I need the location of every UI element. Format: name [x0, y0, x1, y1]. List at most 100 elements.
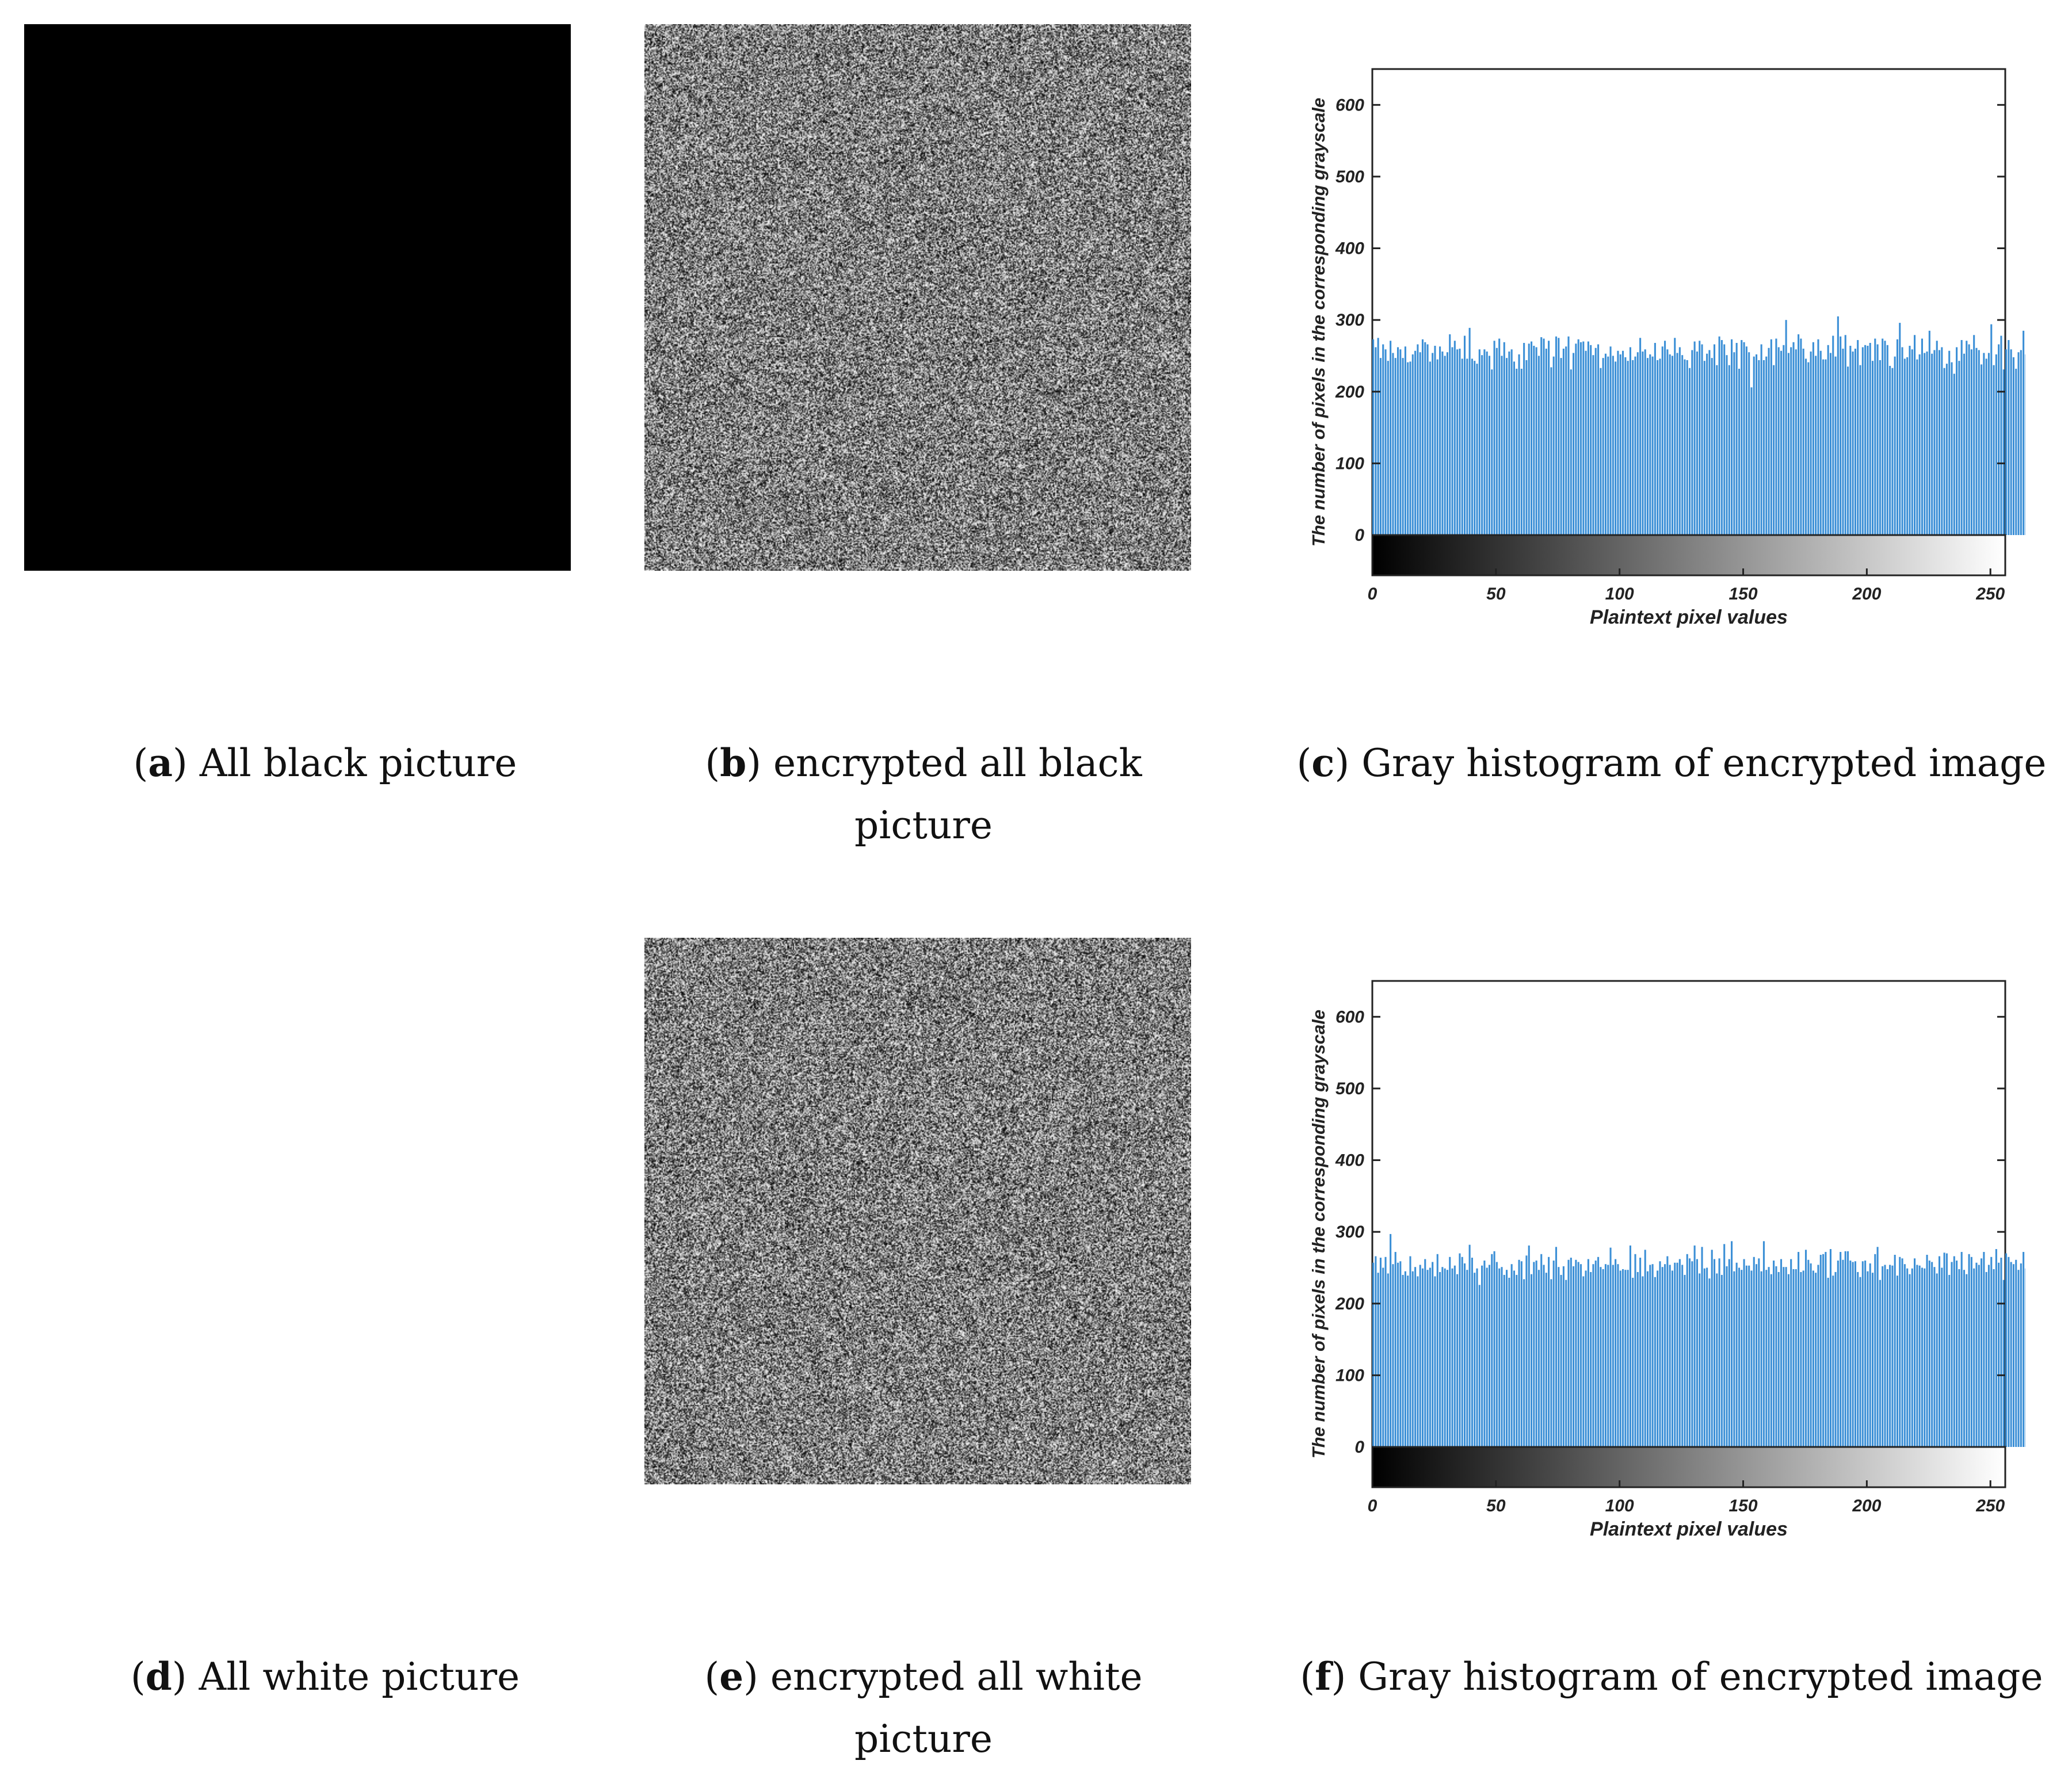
histogram-bar — [1439, 1271, 1441, 1447]
histogram-bar — [1372, 1262, 1375, 1447]
caption-d-text: ) All white picture — [171, 1655, 520, 1699]
histogram-bar — [1756, 1264, 1758, 1447]
histogram-bar — [2023, 330, 2025, 535]
histogram-bar — [1671, 1270, 1674, 1447]
histogram-bar — [1627, 1270, 1629, 1447]
histogram-bar — [1639, 338, 1642, 535]
histogram-bar — [1399, 1261, 1402, 1447]
histogram-bar — [1718, 1258, 1720, 1447]
y-tick-label: 500 — [1335, 1079, 1364, 1098]
histogram-bar — [2008, 1257, 2010, 1447]
histogram-bar — [1579, 1264, 1582, 1447]
histogram-bar — [1975, 347, 1978, 535]
histogram-bar — [1424, 1259, 1426, 1447]
histogram-bar — [1585, 350, 1587, 535]
histogram-bar — [1432, 353, 1434, 535]
histogram-bar — [1476, 364, 1478, 535]
histogram-bar — [1558, 1267, 1560, 1447]
histogram-bar — [1762, 360, 1765, 535]
histogram-bar — [1577, 1262, 1579, 1447]
histogram-bar — [1471, 1258, 1473, 1447]
histogram-bar — [1632, 360, 1634, 535]
histogram-bar — [1466, 358, 1468, 535]
caption-b-text: ) encrypted all black — [746, 741, 1142, 785]
histogram-bar — [1657, 360, 1659, 535]
histogram-bar — [1765, 1270, 1768, 1447]
histogram-bar — [1956, 347, 1958, 535]
y-tick-label: 100 — [1335, 454, 1364, 473]
histogram-bar — [1918, 354, 1921, 535]
histogram-bar — [1446, 1270, 1448, 1447]
histogram-bar — [2012, 357, 2014, 535]
grayscale-colorbar — [1371, 1446, 2006, 1488]
histogram-bar — [1696, 1259, 1698, 1447]
histogram-bar — [1931, 353, 1933, 535]
histogram-bar — [1545, 349, 1547, 535]
histogram-bar — [1743, 342, 1745, 535]
histogram-bar — [1993, 365, 1995, 535]
histogram-bar — [1627, 361, 1629, 535]
histogram-bar — [1703, 361, 1705, 535]
bars-group — [1372, 1234, 2025, 1447]
histogram-bar — [1503, 1274, 1505, 1447]
histogram-bar — [1394, 358, 1396, 535]
histogram-bar — [1815, 1273, 1817, 1447]
histogram-bar — [1810, 1263, 1812, 1447]
histogram-bar — [1718, 336, 1720, 535]
histogram-bar — [1582, 341, 1585, 535]
histogram-bar — [1681, 355, 1684, 535]
histogram-bar — [1540, 1254, 1543, 1447]
caption-e-letter: e — [719, 1654, 744, 1699]
histogram-bar — [1602, 358, 1604, 535]
histogram-bar — [1886, 1269, 1888, 1447]
histogram-bar — [1632, 1277, 1634, 1447]
histogram-bar — [1523, 1279, 1525, 1447]
histogram-bar — [1936, 1273, 1938, 1447]
histogram-bar — [1926, 351, 1928, 535]
x-tick-label: 50 — [1486, 1496, 1506, 1515]
histogram-bar — [1624, 357, 1627, 535]
histogram-bar — [1609, 1247, 1612, 1447]
histogram-bar — [1552, 356, 1555, 535]
histogram-bar — [1723, 1244, 1726, 1447]
histogram-bar — [1585, 1270, 1587, 1447]
histogram-bar — [1921, 1267, 1923, 1447]
histogram-bar — [1488, 356, 1491, 535]
histogram-bar — [1407, 1276, 1409, 1447]
histogram-bar — [1753, 356, 1755, 535]
histogram-bar — [1508, 351, 1510, 535]
histogram-bar — [1436, 1254, 1438, 1447]
histogram-bar — [1777, 347, 1780, 535]
caption-e-text: ) encrypted all white — [743, 1655, 1143, 1699]
histogram-bar — [1612, 356, 1614, 535]
histogram-bar — [1916, 359, 1918, 535]
histogram-bar — [1785, 320, 1787, 535]
histogram-bar — [1701, 344, 1703, 535]
histogram-bar — [1827, 345, 1829, 535]
histogram-bar — [1453, 341, 1456, 535]
encrypted-black-picture — [644, 24, 1191, 571]
histogram-bar — [1594, 347, 1597, 535]
histogram-bar — [1510, 1264, 1513, 1447]
histogram-bar — [1434, 346, 1436, 535]
histogram-bar — [1461, 358, 1463, 535]
y-tick-label: 400 — [1335, 239, 1364, 258]
histogram-bar — [1847, 366, 1849, 535]
histogram-bar — [1689, 368, 1691, 535]
histogram-bar — [2015, 368, 2017, 535]
histogram-bar — [1706, 1267, 1708, 1447]
histogram-bar — [1807, 1259, 1810, 1447]
histogram-bar — [1798, 1252, 1800, 1447]
histogram-bar — [1392, 353, 1394, 535]
histogram-bar — [1402, 1274, 1404, 1447]
histogram-bar — [1948, 350, 1951, 535]
histogram-bar — [1792, 342, 1795, 535]
histogram-bar — [1773, 365, 1775, 535]
histogram-bar — [1678, 1259, 1681, 1447]
histogram-bar — [1899, 1257, 1901, 1447]
x-tick-label: 250 — [1975, 1496, 2005, 1515]
histogram-bar — [1921, 338, 1923, 535]
histogram-bar — [1577, 339, 1579, 535]
histogram-bar — [1716, 365, 1718, 535]
histogram-bar — [1555, 1247, 1558, 1447]
